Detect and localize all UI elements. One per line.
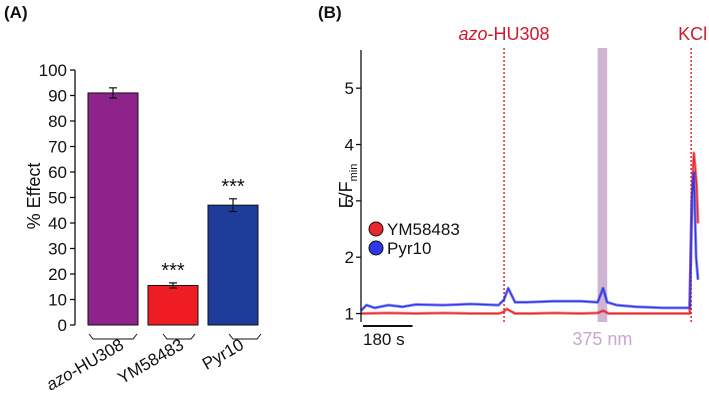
event-label: azo-HU308 (459, 24, 550, 44)
y-tick-label: 2 (345, 248, 354, 267)
category-bracket (88, 333, 138, 340)
uv-shaded-region: 375 nm (572, 48, 632, 349)
y-tick-label: 100 (39, 61, 67, 80)
panel-b-label: (B) (318, 3, 342, 22)
y-tick-label: 4 (345, 136, 354, 155)
trace-lines (359, 151, 700, 315)
y-tick-label: 40 (48, 214, 67, 233)
bars: *** *** (87, 87, 259, 326)
time-scale-bar: 180 s (363, 325, 413, 349)
legend-label: Pyr10 (387, 239, 431, 258)
legend-marker (368, 221, 384, 237)
category-bracket (228, 333, 262, 340)
y-tick-label: 60 (48, 163, 67, 182)
scale-bar-label: 180 s (363, 330, 405, 349)
y-axis-label-subscript: min (348, 164, 360, 182)
y-tick-label: 50 (48, 189, 67, 208)
y-axis: 0 10 20 30 40 50 60 70 80 90 100 (39, 61, 76, 335)
bar (207, 204, 259, 326)
legend-label: YM58483 (387, 220, 460, 239)
panel-a-label: (A) (4, 3, 28, 22)
shaded-region-label: 375 nm (572, 329, 632, 349)
y-axis-label-main: F/F (336, 181, 356, 208)
y-axis: 1 2 3 4 5 (345, 50, 362, 324)
shaded-region (597, 48, 608, 322)
legend-marker (368, 240, 384, 256)
y-tick-label: 0 (58, 316, 67, 335)
y-axis-label: F/Fmin (336, 164, 360, 209)
y-tick-label: 1 (345, 305, 354, 324)
y-tick-label: 5 (345, 79, 354, 98)
significance-label: *** (161, 260, 185, 282)
event-markers: azo-HU308 KCl (459, 24, 707, 322)
y-tick-label: 10 (48, 291, 67, 310)
y-tick-label: 30 (48, 240, 67, 259)
y-tick-label: 3 (345, 192, 354, 211)
event-label: KCl (678, 24, 707, 44)
category-bracket (162, 333, 196, 340)
y-tick-label: 90 (48, 87, 67, 106)
y-tick-label: 20 (48, 265, 67, 284)
y-tick-label: 80 (48, 112, 67, 131)
trace-line (360, 172, 699, 312)
y-tick-label: 70 (48, 138, 67, 157)
significance-label: *** (221, 176, 245, 198)
y-axis-label: % Effect (24, 163, 44, 230)
